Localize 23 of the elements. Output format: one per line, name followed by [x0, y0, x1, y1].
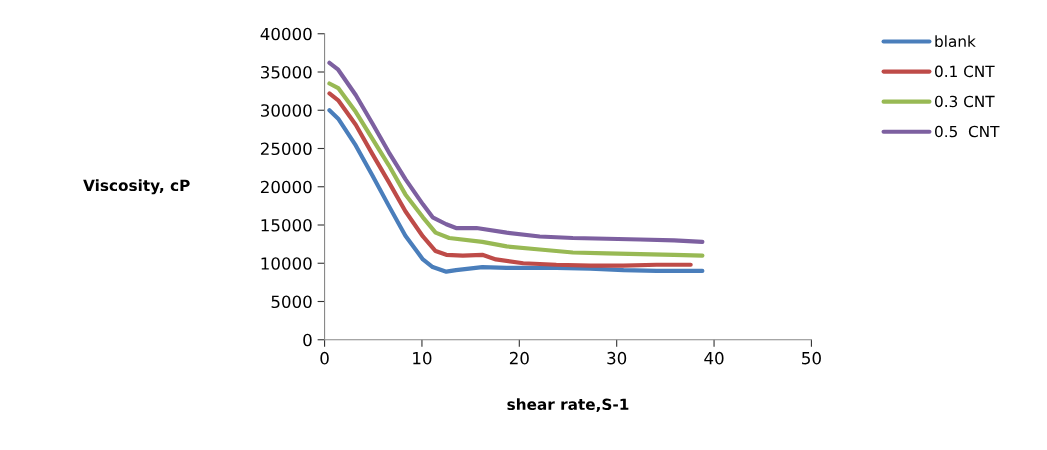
legend-label: blank	[935, 35, 976, 48]
line-series	[327, 108, 705, 274]
x-tick-label: 30	[607, 351, 627, 365]
y-tick-label: 25000	[260, 142, 312, 156]
x-axis-title: shear rate,S-1	[507, 398, 629, 413]
y-tick-label: 20000	[260, 180, 312, 194]
x-tick-label: 40	[704, 351, 724, 365]
x-tick-label: 10	[413, 351, 432, 365]
y-tick-label: 15000	[261, 218, 312, 232]
line-series	[327, 60, 705, 244]
legend-label: 0.1 CNT	[935, 65, 995, 78]
x-tick-label: 0	[320, 351, 329, 365]
y-tick-label: 5000	[271, 295, 312, 309]
y-tick-label: 10000	[261, 257, 312, 270]
y-tick-label: 30000	[261, 104, 312, 117]
x-tick-label: 20	[509, 351, 529, 365]
y-tick-label: 0	[303, 333, 312, 347]
y-axis-title: Viscosity, cP	[83, 179, 190, 195]
legend-label: 0.3 CNT	[935, 95, 995, 108]
x-tick-label: 50	[802, 351, 821, 365]
y-tick-label: 35000	[261, 65, 312, 79]
legend-label: 0.5 CNT	[935, 125, 1000, 138]
y-tick-label: 40000	[260, 27, 312, 41]
